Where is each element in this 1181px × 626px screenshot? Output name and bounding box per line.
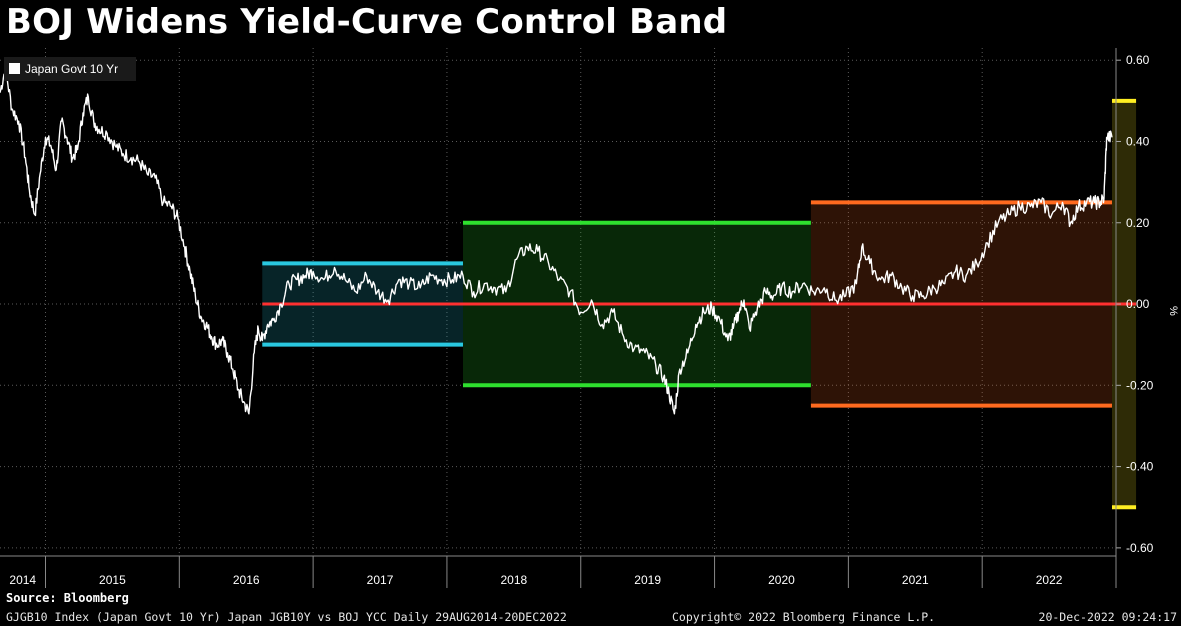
y-axis-label: % xyxy=(1167,306,1179,316)
footer-timestamp: 20-Dec-2022 09:24:17 xyxy=(1038,610,1177,624)
legend-box xyxy=(4,57,136,81)
footer-copyright: Copyright© 2022 Bloomberg Finance L.P. xyxy=(672,610,936,624)
x-tick-label: 2020 xyxy=(768,573,795,587)
y-tick-label: 0.60 xyxy=(1126,53,1150,67)
series-line-japan-govt-10-yr xyxy=(0,67,1113,415)
x-tick-label: 2022 xyxy=(1036,573,1063,587)
y-tick-label: 0.20 xyxy=(1126,216,1150,230)
legend: Japan Govt 10 Yr xyxy=(4,57,136,81)
x-tick-label: 2015 xyxy=(99,573,126,587)
axes: 0.60 0.40 0.20 0.00 -0.20 -0.40 -0.60% 2014 2015… xyxy=(0,48,1179,588)
y-tick-label: -0.40 xyxy=(1126,460,1154,474)
y-tick-label: -0.60 xyxy=(1126,541,1154,555)
chart-title: BOJ Widens Yield-Curve Control Band xyxy=(6,2,728,42)
y-tick-label: -0.20 xyxy=(1126,378,1154,392)
x-tick-label: 2016 xyxy=(233,573,260,587)
footer-left: GJGB10 Index (Japan Govt 10 Yr) Japan JG… xyxy=(6,610,567,624)
y-tick-label: 0.00 xyxy=(1126,297,1150,311)
source-note: Source: Bloomberg xyxy=(6,591,129,605)
y-tick-label: 0.40 xyxy=(1126,134,1150,148)
x-tick-label: 2014 xyxy=(9,573,36,587)
x-tick-label: 2021 xyxy=(902,573,929,587)
legend-swatch xyxy=(9,63,20,74)
x-tick-label: 2019 xyxy=(634,573,661,587)
x-tick-label: 2017 xyxy=(367,573,394,587)
legend-label: Japan Govt 10 Yr xyxy=(25,62,118,76)
x-tick-label: 2018 xyxy=(500,573,527,587)
series-layer xyxy=(0,67,1113,415)
